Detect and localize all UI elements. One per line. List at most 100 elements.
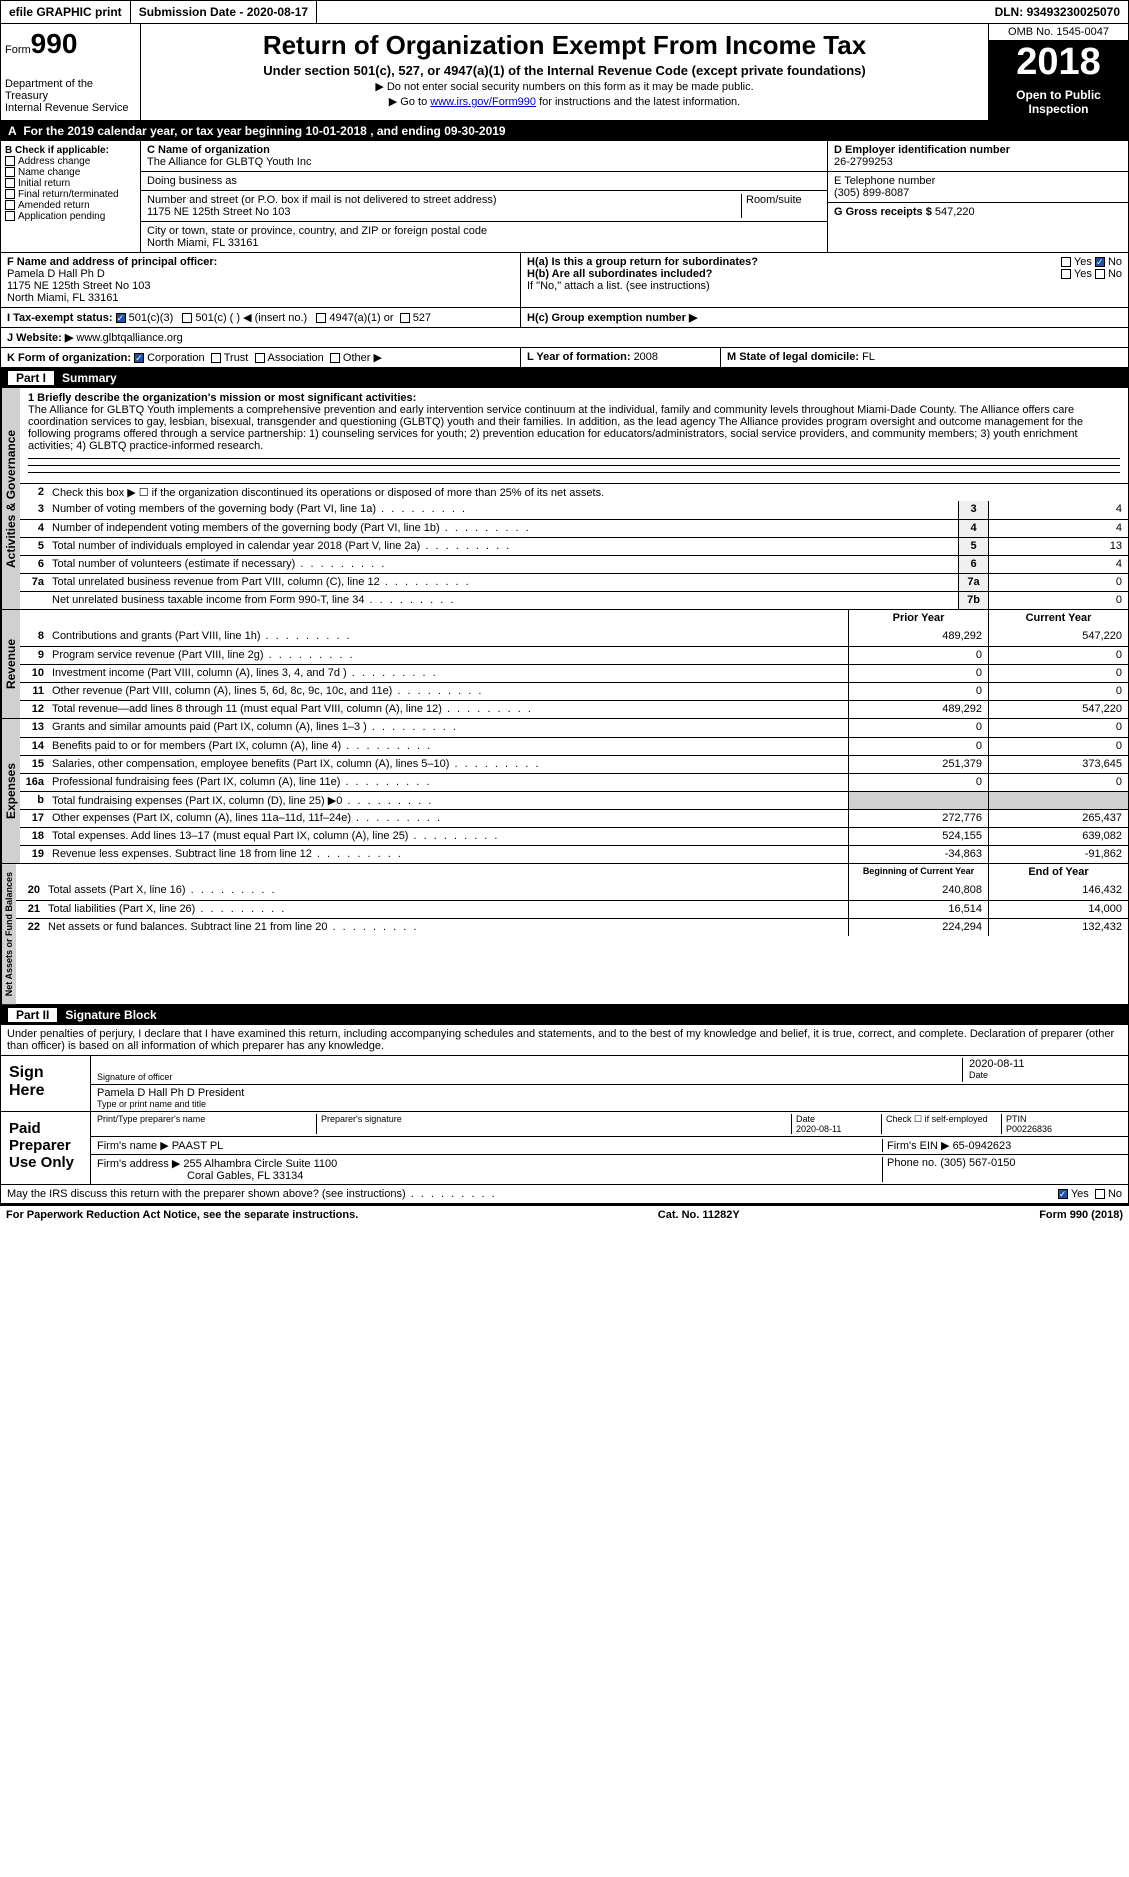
section-b: B Check if applicable: Address change Na…	[1, 141, 141, 252]
room-label: Room/suite	[741, 194, 821, 218]
netassets-section: Net Assets or Fund Balances Beginning of…	[0, 864, 1129, 1005]
form-title: Return of Organization Exempt From Incom…	[149, 30, 980, 61]
row-f-h: F Name and address of principal officer:…	[0, 253, 1129, 308]
form-number: 990	[31, 28, 78, 59]
ein: 26-2799253	[834, 156, 1122, 168]
year-formed: 2008	[634, 351, 658, 363]
checkbox-addr[interactable]	[5, 156, 15, 166]
data-line: 16aProfessional fundraising fees (Part I…	[20, 773, 1128, 791]
entity-grid: B Check if applicable: Address change Na…	[0, 141, 1129, 253]
ha-no[interactable]	[1095, 257, 1105, 267]
signature-block: Under penalties of perjury, I declare th…	[0, 1025, 1129, 1204]
data-line: 10Investment income (Part VIII, column (…	[20, 664, 1128, 682]
header-mid: Return of Organization Exempt From Incom…	[141, 24, 988, 120]
note1: ▶ Do not enter social security numbers o…	[149, 80, 980, 93]
checkbox-final[interactable]	[5, 189, 15, 199]
i-501c3[interactable]	[116, 313, 126, 323]
firm-phone: (305) 567-0150	[940, 1157, 1015, 1169]
gov-line: 3Number of voting members of the governi…	[20, 501, 1128, 519]
i-501c[interactable]	[182, 313, 192, 323]
discuss-text: May the IRS discuss this return with the…	[7, 1188, 497, 1200]
checkbox-initial[interactable]	[5, 178, 15, 188]
checkbox-amended[interactable]	[5, 200, 15, 210]
gov-line: Net unrelated business taxable income fr…	[20, 591, 1128, 609]
vert-exp: Expenses	[1, 719, 20, 863]
line2: Check this box ▶ ☐ if the organization d…	[48, 484, 1128, 501]
efile-label: efile GRAPHIC print	[1, 1, 131, 23]
header-right: OMB No. 1545-0047 2018 Open to Public In…	[988, 24, 1128, 120]
dba-label: Doing business as	[141, 172, 827, 191]
officer-name: Pamela D Hall Ph D	[7, 268, 514, 280]
sign-date: 2020-08-11	[969, 1058, 1122, 1070]
data-line: 12Total revenue—add lines 8 through 11 (…	[20, 700, 1128, 718]
section-c: C Name of organization The Alliance for …	[141, 141, 828, 252]
top-bar: efile GRAPHIC print Submission Date - 20…	[0, 0, 1129, 24]
note2: ▶ Go to www.irs.gov/Form990 for instruct…	[149, 95, 980, 108]
gross-receipts: 547,220	[935, 206, 975, 218]
open-inspection: Open to Public Inspection	[989, 84, 1128, 120]
section-d-e-g: D Employer identification number 26-2799…	[828, 141, 1128, 252]
discuss-yes[interactable]	[1058, 1189, 1068, 1199]
paid-preparer: Paid Preparer Use Only	[1, 1112, 91, 1184]
officer-sig-name: Pamela D Hall Ph D President	[97, 1087, 244, 1099]
mission-text: The Alliance for GLBTQ Youth implements …	[28, 404, 1120, 452]
omb-number: OMB No. 1545-0047	[989, 24, 1128, 41]
i-527[interactable]	[400, 313, 410, 323]
activities-governance: Activities & Governance 1 Briefly descri…	[0, 388, 1129, 610]
part2-header: Part II Signature Block	[0, 1005, 1129, 1025]
gov-line: 6Total number of volunteers (estimate if…	[20, 555, 1128, 573]
data-line: 15Salaries, other compensation, employee…	[20, 755, 1128, 773]
data-line: 8Contributions and grants (Part VIII, li…	[20, 628, 1128, 646]
data-line: 14Benefits paid to or for members (Part …	[20, 737, 1128, 755]
irs-link[interactable]: www.irs.gov/Form990	[430, 96, 536, 108]
form-header: Form990 Department of the Treasury Inter…	[0, 24, 1129, 121]
checkbox-name[interactable]	[5, 167, 15, 177]
street: 1175 NE 125th Street No 103	[147, 206, 741, 218]
expenses-section: Expenses 13Grants and similar amounts pa…	[0, 719, 1129, 864]
vert-net: Net Assets or Fund Balances	[1, 864, 16, 1004]
data-line: 18Total expenses. Add lines 13–17 (must …	[20, 827, 1128, 845]
gov-line: 5Total number of individuals employed in…	[20, 537, 1128, 555]
mission-block: 1 Briefly describe the organization's mi…	[20, 388, 1128, 483]
submission-cell: Submission Date - 2020-08-17	[131, 1, 317, 23]
revenue-section: Revenue Prior Year Current Year 8Contrib…	[0, 610, 1129, 719]
sig-intro: Under penalties of perjury, I declare th…	[1, 1025, 1128, 1055]
k-trust[interactable]	[211, 353, 221, 363]
data-line: 22Net assets or fund balances. Subtract …	[16, 918, 1128, 936]
data-line: 21Total liabilities (Part X, line 26)16,…	[16, 900, 1128, 918]
row-k-l-m: K Form of organization: Corporation Trus…	[0, 348, 1129, 368]
ha-yes[interactable]	[1061, 257, 1071, 267]
phone: (305) 899-8087	[834, 187, 1122, 199]
website: www.glbtqalliance.org	[76, 332, 182, 344]
vert-gov: Activities & Governance	[1, 388, 20, 609]
tax-year-row: A For the 2019 calendar year, or tax yea…	[0, 121, 1129, 141]
k-assoc[interactable]	[255, 353, 265, 363]
row-j: J Website: ▶ www.glbtqalliance.org	[0, 328, 1129, 348]
hb-no[interactable]	[1095, 269, 1105, 279]
firm-name: PAAST PL	[172, 1140, 224, 1152]
tax-year: 2018	[989, 41, 1128, 84]
gov-line: 4Number of independent voting members of…	[20, 519, 1128, 537]
k-corp[interactable]	[134, 353, 144, 363]
row-i-hc: I Tax-exempt status: 501(c)(3) 501(c) ( …	[0, 308, 1129, 328]
ptin: P00226836	[1006, 1124, 1052, 1134]
org-name: The Alliance for GLBTQ Youth Inc	[147, 156, 821, 168]
discuss-no[interactable]	[1095, 1189, 1105, 1199]
domicile: FL	[862, 351, 875, 363]
firm-ein: 65-0942623	[953, 1140, 1012, 1152]
sign-here: Sign Here	[1, 1056, 91, 1111]
data-line: 17Other expenses (Part IX, column (A), l…	[20, 809, 1128, 827]
form-subtitle: Under section 501(c), 527, or 4947(a)(1)…	[149, 63, 980, 78]
k-other[interactable]	[330, 353, 340, 363]
data-line: bTotal fundraising expenses (Part IX, co…	[20, 791, 1128, 809]
gov-line: 7aTotal unrelated business revenue from …	[20, 573, 1128, 591]
checkbox-pending[interactable]	[5, 211, 15, 221]
hb-yes[interactable]	[1061, 269, 1071, 279]
hc-label: H(c) Group exemption number ▶	[521, 308, 1128, 327]
i-4947[interactable]	[316, 313, 326, 323]
vert-rev: Revenue	[1, 610, 20, 718]
city: North Miami, FL 33161	[147, 237, 821, 249]
footer: For Paperwork Reduction Act Notice, see …	[0, 1204, 1129, 1224]
data-line: 13Grants and similar amounts paid (Part …	[20, 719, 1128, 737]
dept-label: Department of the Treasury Internal Reve…	[5, 78, 136, 114]
